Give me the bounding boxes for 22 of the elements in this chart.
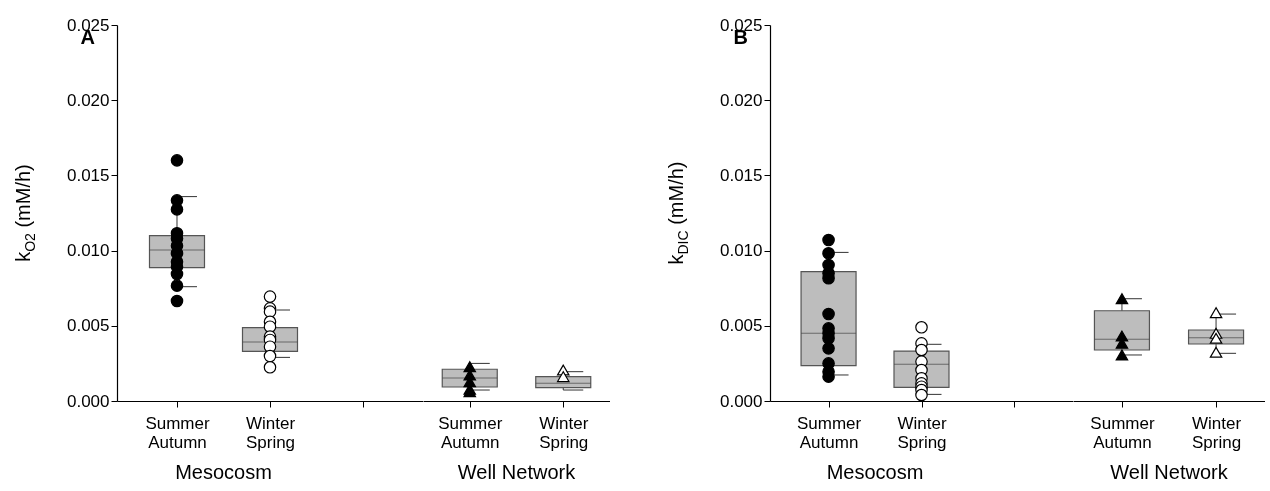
y-tick-label: 0.015	[719, 165, 763, 185]
x-tick-label: Summer Autumn	[145, 413, 210, 452]
y-tick-label: 0.020	[66, 90, 110, 110]
x-tick-label: Winter Spring	[539, 413, 589, 452]
y-tick-label: 0.010	[66, 241, 110, 261]
x-axis-title: Mesocosm	[175, 461, 272, 484]
x-tick-label: Summer Autumn	[1090, 413, 1155, 452]
x-axis-title: Well Network	[1110, 461, 1228, 484]
x-axis-title: Mesocosm	[826, 461, 924, 484]
x-axis-title: Well Network	[457, 461, 576, 484]
x-tick-label: Summer Autumn	[438, 413, 503, 452]
y-tick-label: 0.005	[719, 316, 763, 336]
y-tick-label: 0.015	[66, 165, 110, 185]
y-tick-label: 0.000	[66, 391, 110, 411]
y-tick-label: 0.020	[719, 90, 763, 110]
y-tick-label: 0.010	[719, 241, 763, 261]
y-tick-label: 0.000	[719, 391, 763, 411]
x-tick-label: Summer Autumn	[796, 413, 862, 452]
x-tick-label: Winter Spring	[897, 413, 947, 452]
x-tick-label: Winter Spring	[245, 413, 296, 452]
x-tick-label: Winter Spring	[1191, 413, 1242, 452]
y-tick-label: 0.005	[66, 316, 110, 336]
